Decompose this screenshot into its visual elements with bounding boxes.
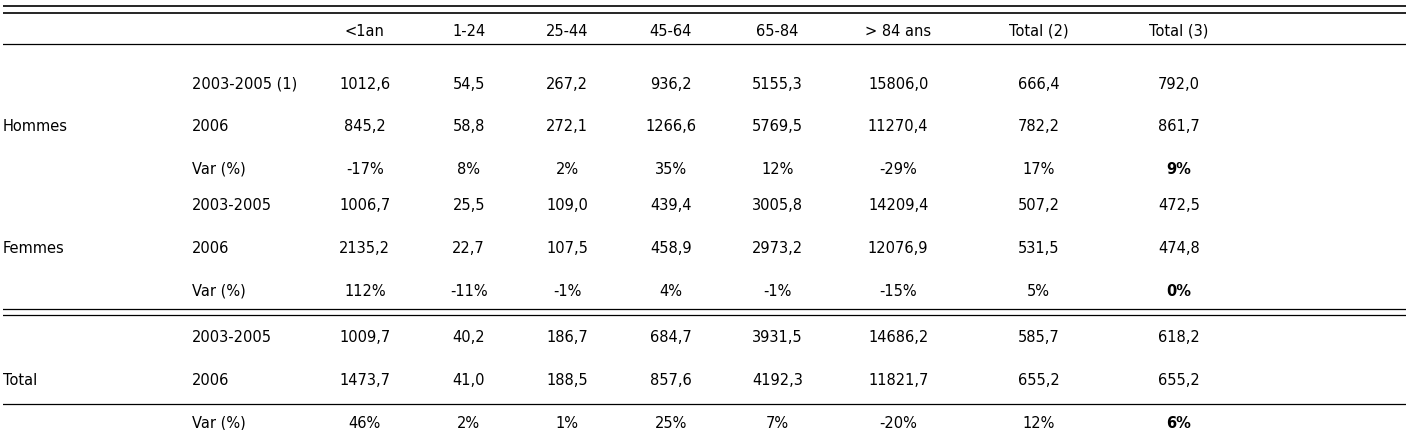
Text: Var (%): Var (%): [192, 415, 247, 430]
Text: 655,2: 655,2: [1017, 372, 1060, 387]
Text: 1%: 1%: [555, 415, 579, 430]
Text: Total (2): Total (2): [1009, 24, 1068, 39]
Text: 17%: 17%: [1023, 162, 1055, 176]
Text: 14209,4: 14209,4: [868, 198, 929, 213]
Text: -17%: -17%: [347, 162, 383, 176]
Text: 618,2: 618,2: [1158, 330, 1199, 345]
Text: 12%: 12%: [761, 162, 793, 176]
Text: 0%: 0%: [1167, 283, 1192, 298]
Text: 107,5: 107,5: [547, 240, 588, 255]
Text: 531,5: 531,5: [1017, 240, 1060, 255]
Text: 112%: 112%: [344, 283, 386, 298]
Text: 2%: 2%: [457, 415, 480, 430]
Text: 5155,3: 5155,3: [752, 77, 803, 91]
Text: 15806,0: 15806,0: [868, 77, 929, 91]
Text: 4%: 4%: [659, 283, 682, 298]
Text: 845,2: 845,2: [344, 119, 386, 134]
Text: 9%: 9%: [1167, 162, 1191, 176]
Text: Total (3): Total (3): [1150, 24, 1209, 39]
Text: 1006,7: 1006,7: [340, 198, 390, 213]
Text: 109,0: 109,0: [547, 198, 588, 213]
Text: 474,8: 474,8: [1158, 240, 1199, 255]
Text: 40,2: 40,2: [452, 330, 485, 345]
Text: 46%: 46%: [349, 415, 380, 430]
Text: 1473,7: 1473,7: [340, 372, 390, 387]
Text: Var (%): Var (%): [192, 162, 247, 176]
Text: -1%: -1%: [552, 283, 581, 298]
Text: 11821,7: 11821,7: [868, 372, 929, 387]
Text: -1%: -1%: [764, 283, 792, 298]
Text: 8%: 8%: [458, 162, 480, 176]
Text: 861,7: 861,7: [1158, 119, 1199, 134]
Text: 2135,2: 2135,2: [340, 240, 390, 255]
Text: 782,2: 782,2: [1017, 119, 1060, 134]
Text: 186,7: 186,7: [547, 330, 588, 345]
Text: Hommes: Hommes: [3, 119, 68, 134]
Text: -11%: -11%: [449, 283, 488, 298]
Text: 12%: 12%: [1023, 415, 1055, 430]
Text: 45-64: 45-64: [650, 24, 692, 39]
Text: -29%: -29%: [879, 162, 917, 176]
Text: 54,5: 54,5: [452, 77, 485, 91]
Text: Var (%): Var (%): [192, 283, 247, 298]
Text: 507,2: 507,2: [1017, 198, 1060, 213]
Text: 2006: 2006: [192, 372, 230, 387]
Text: -15%: -15%: [879, 283, 917, 298]
Text: 458,9: 458,9: [650, 240, 692, 255]
Text: 1012,6: 1012,6: [340, 77, 390, 91]
Text: 5769,5: 5769,5: [752, 119, 803, 134]
Text: 655,2: 655,2: [1158, 372, 1199, 387]
Text: 7%: 7%: [766, 415, 789, 430]
Text: Total: Total: [3, 372, 37, 387]
Text: 1266,6: 1266,6: [645, 119, 696, 134]
Text: Femmes: Femmes: [3, 240, 65, 255]
Text: 684,7: 684,7: [650, 330, 692, 345]
Text: > 84 ans: > 84 ans: [865, 24, 931, 39]
Text: -20%: -20%: [879, 415, 917, 430]
Text: <1an: <1an: [345, 24, 385, 39]
Text: 6%: 6%: [1167, 415, 1191, 430]
Text: 267,2: 267,2: [545, 77, 588, 91]
Text: 585,7: 585,7: [1017, 330, 1060, 345]
Text: 857,6: 857,6: [650, 372, 692, 387]
Text: 25,5: 25,5: [452, 198, 485, 213]
Text: 188,5: 188,5: [547, 372, 588, 387]
Text: 58,8: 58,8: [452, 119, 485, 134]
Text: 12076,9: 12076,9: [868, 240, 929, 255]
Text: 5%: 5%: [1027, 283, 1050, 298]
Text: 22,7: 22,7: [452, 240, 485, 255]
Text: 936,2: 936,2: [650, 77, 692, 91]
Text: 2003-2005: 2003-2005: [192, 330, 272, 345]
Text: 439,4: 439,4: [650, 198, 692, 213]
Text: 11270,4: 11270,4: [868, 119, 929, 134]
Text: 1009,7: 1009,7: [340, 330, 390, 345]
Text: 3005,8: 3005,8: [752, 198, 803, 213]
Text: 1-24: 1-24: [452, 24, 485, 39]
Text: 792,0: 792,0: [1158, 77, 1200, 91]
Text: 2003-2005: 2003-2005: [192, 198, 272, 213]
Text: 14686,2: 14686,2: [868, 330, 929, 345]
Text: 3931,5: 3931,5: [752, 330, 803, 345]
Text: 472,5: 472,5: [1158, 198, 1200, 213]
Text: 41,0: 41,0: [452, 372, 485, 387]
Text: 25-44: 25-44: [545, 24, 588, 39]
Text: 2006: 2006: [192, 240, 230, 255]
Text: 272,1: 272,1: [545, 119, 588, 134]
Text: 2%: 2%: [555, 162, 579, 176]
Text: 65-84: 65-84: [757, 24, 799, 39]
Text: 35%: 35%: [655, 162, 686, 176]
Text: 2006: 2006: [192, 119, 230, 134]
Text: 4192,3: 4192,3: [752, 372, 803, 387]
Text: 25%: 25%: [655, 415, 688, 430]
Text: 666,4: 666,4: [1017, 77, 1060, 91]
Text: 2003-2005 (1): 2003-2005 (1): [192, 77, 297, 91]
Text: 2973,2: 2973,2: [752, 240, 803, 255]
